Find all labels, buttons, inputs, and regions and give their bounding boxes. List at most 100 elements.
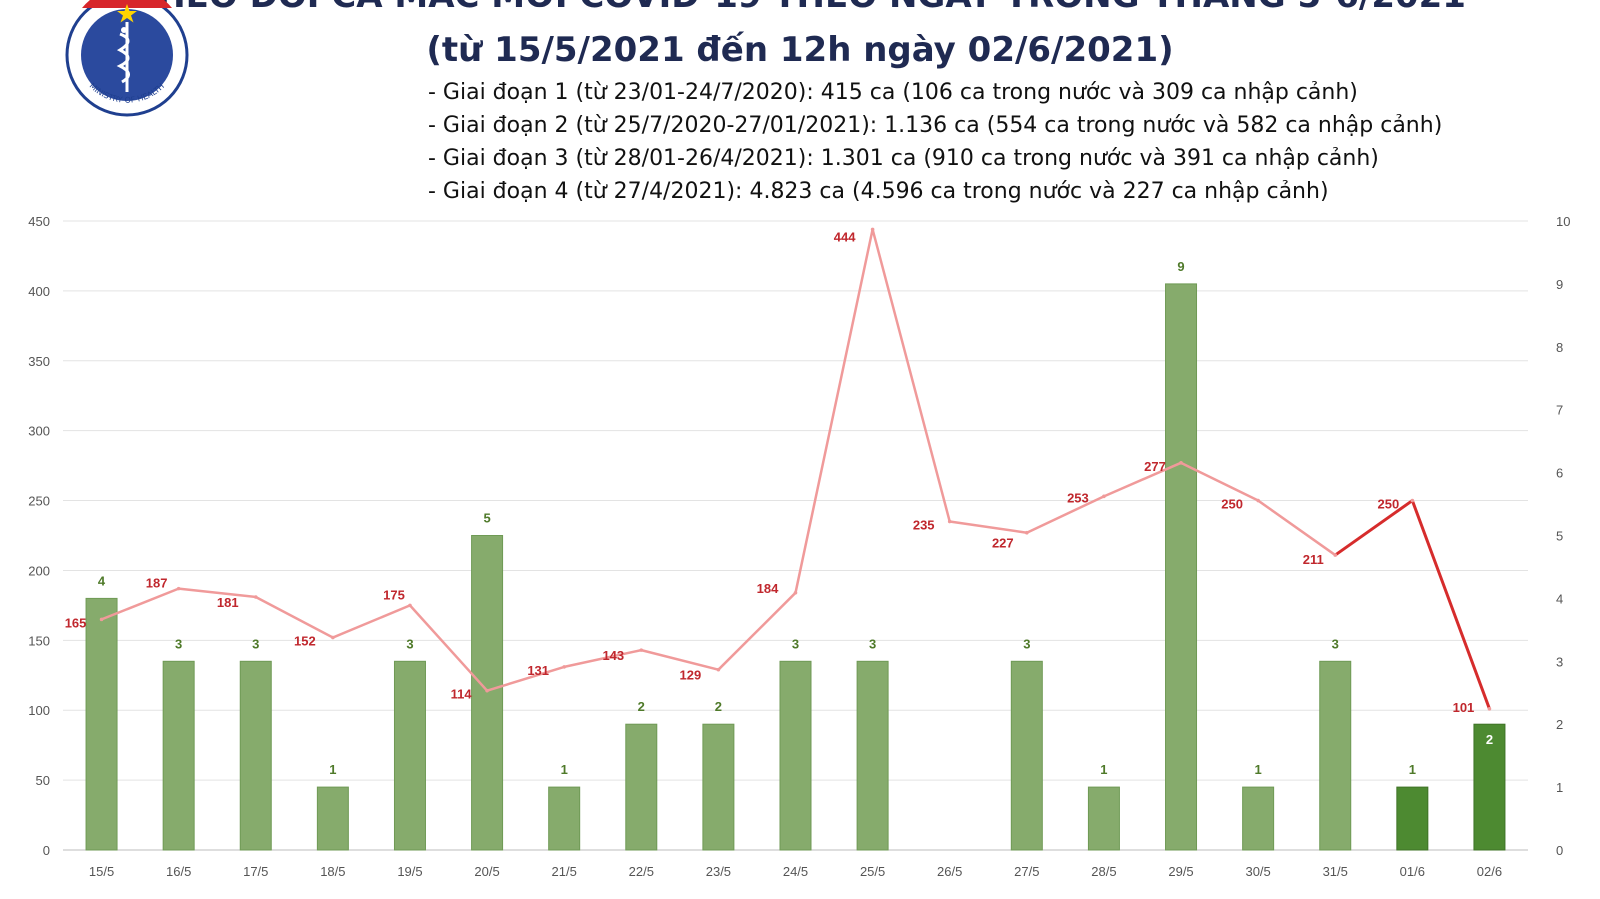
y-right-tick-label: 9 xyxy=(1556,277,1563,292)
bar xyxy=(471,535,504,851)
bar-data-label: 1 xyxy=(1255,762,1262,777)
line-point xyxy=(176,586,181,591)
line-data-label: 152 xyxy=(294,634,316,649)
y-left-tick-label: 200 xyxy=(28,563,50,578)
x-tick-label: 16/5 xyxy=(166,864,191,879)
y-right-tick-label: 0 xyxy=(1556,843,1563,858)
y-left-tick-label: 150 xyxy=(28,633,50,648)
note-phase-3: - Giai đoạn 3 (từ 28/01-26/4/2021): 1.30… xyxy=(428,146,1379,171)
line-point xyxy=(1333,553,1338,557)
bar-data-label: 9 xyxy=(1177,259,1184,274)
line-point xyxy=(99,617,104,622)
bar-data-label: 1 xyxy=(1409,762,1416,777)
line-point xyxy=(408,603,412,608)
line-data-label: 211 xyxy=(1303,552,1324,567)
bar xyxy=(548,786,581,851)
y-left-tick-label: 400 xyxy=(28,284,50,299)
x-tick-label: 31/5 xyxy=(1323,864,1348,879)
x-tick-label: 23/5 xyxy=(706,864,731,879)
bar xyxy=(1087,786,1120,851)
bar-data-label: 3 xyxy=(792,636,799,651)
bar xyxy=(85,597,118,851)
bar-data-label: 3 xyxy=(1332,636,1339,651)
line-data-label: 101 xyxy=(1453,700,1475,715)
note-phase-1: - Giai đoạn 1 (từ 23/01-24/7/2020): 415 … xyxy=(428,80,1358,105)
line-point xyxy=(1102,494,1106,499)
line-data-label: 181 xyxy=(217,595,239,610)
x-tick-label: 24/5 xyxy=(783,864,808,879)
x-tick-label: 17/5 xyxy=(243,864,268,879)
x-tick-label: 19/5 xyxy=(397,864,422,879)
bar xyxy=(162,660,195,851)
y-right-tick-label: 3 xyxy=(1556,654,1563,669)
y-right-tick-label: 4 xyxy=(1556,591,1563,606)
bar-data-label: 3 xyxy=(406,636,413,651)
line-data-label: 129 xyxy=(680,668,702,683)
bar-data-label: 3 xyxy=(869,636,876,651)
bar xyxy=(393,660,426,851)
x-tick-label: 15/5 xyxy=(89,864,114,879)
line-data-label: 184 xyxy=(757,581,779,596)
line-point xyxy=(1256,498,1260,503)
y-left-tick-label: 0 xyxy=(43,843,50,858)
bar xyxy=(1010,660,1043,851)
line-point xyxy=(1487,707,1492,711)
bar xyxy=(1319,660,1352,851)
bar-data-label: 3 xyxy=(1023,636,1030,651)
x-tick-label: 22/5 xyxy=(629,864,654,879)
bar xyxy=(625,723,658,851)
chart-subtitle: (từ 15/5/2021 đến 12h ngày 02/6/2021) xyxy=(426,30,1174,70)
line-data-label: 253 xyxy=(1067,490,1089,505)
line-data-label: 187 xyxy=(146,576,168,591)
note-phase-4: - Giai đoạn 4 (từ 27/4/2021): 4.823 ca (… xyxy=(428,179,1329,204)
line-point xyxy=(1179,461,1183,465)
bar-data-label: 3 xyxy=(175,636,182,651)
bar xyxy=(1473,723,1506,851)
ministry-of-health-emblem-icon: MINISTRY OF HEALTH xyxy=(65,0,189,117)
bar-data-label: 2 xyxy=(715,699,722,714)
line-point xyxy=(253,595,258,599)
x-tick-label: 29/5 xyxy=(1168,864,1193,879)
y-left-tick-label: 450 xyxy=(28,214,50,229)
bar xyxy=(856,660,889,851)
y-left-tick-label: 250 xyxy=(28,494,50,509)
line-point xyxy=(639,648,644,652)
bar xyxy=(316,786,349,851)
x-tick-label: 25/5 xyxy=(860,864,885,879)
line-data-label: 235 xyxy=(913,518,935,533)
y-left-tick-label: 300 xyxy=(28,424,50,439)
x-tick-label: 01/6 xyxy=(1400,864,1425,879)
y-right-tick-label: 7 xyxy=(1556,403,1563,418)
bar xyxy=(1396,786,1429,851)
note-phase-2: - Giai đoạn 2 (từ 25/7/2020-27/01/2021):… xyxy=(428,113,1443,138)
bar xyxy=(702,723,735,851)
y-left-tick-label: 100 xyxy=(28,703,50,718)
line-data-label: 131 xyxy=(527,663,549,678)
x-tick-label: 02/6 xyxy=(1477,864,1502,879)
bar-data-label: 1 xyxy=(1100,762,1107,777)
series-line-highlight xyxy=(1334,499,1491,710)
bar-data-label: 5 xyxy=(483,511,490,526)
line-point xyxy=(716,667,721,672)
bar-data-label: 2 xyxy=(638,699,645,714)
x-tick-label: 18/5 xyxy=(320,864,345,879)
line-point xyxy=(485,688,489,693)
y-left-tick-label: 50 xyxy=(36,773,50,788)
y-right-tick-label: 2 xyxy=(1556,717,1563,732)
line-point xyxy=(562,665,566,669)
x-tick-label: 20/5 xyxy=(474,864,499,879)
bar-data-label: 4 xyxy=(98,573,106,588)
y-left-tick-label: 350 xyxy=(28,354,50,369)
line-point xyxy=(1025,530,1029,535)
line-data-label: 250 xyxy=(1221,497,1243,512)
line-point xyxy=(1410,498,1415,503)
y-right-tick-label: 1 xyxy=(1556,780,1563,795)
bar-data-label: 3 xyxy=(252,636,259,651)
y-right-tick-label: 6 xyxy=(1556,466,1563,481)
line-point xyxy=(870,227,875,232)
y-right-tick-label: 8 xyxy=(1556,340,1563,355)
line-point xyxy=(947,519,952,524)
y-right-tick-label: 10 xyxy=(1556,214,1570,229)
